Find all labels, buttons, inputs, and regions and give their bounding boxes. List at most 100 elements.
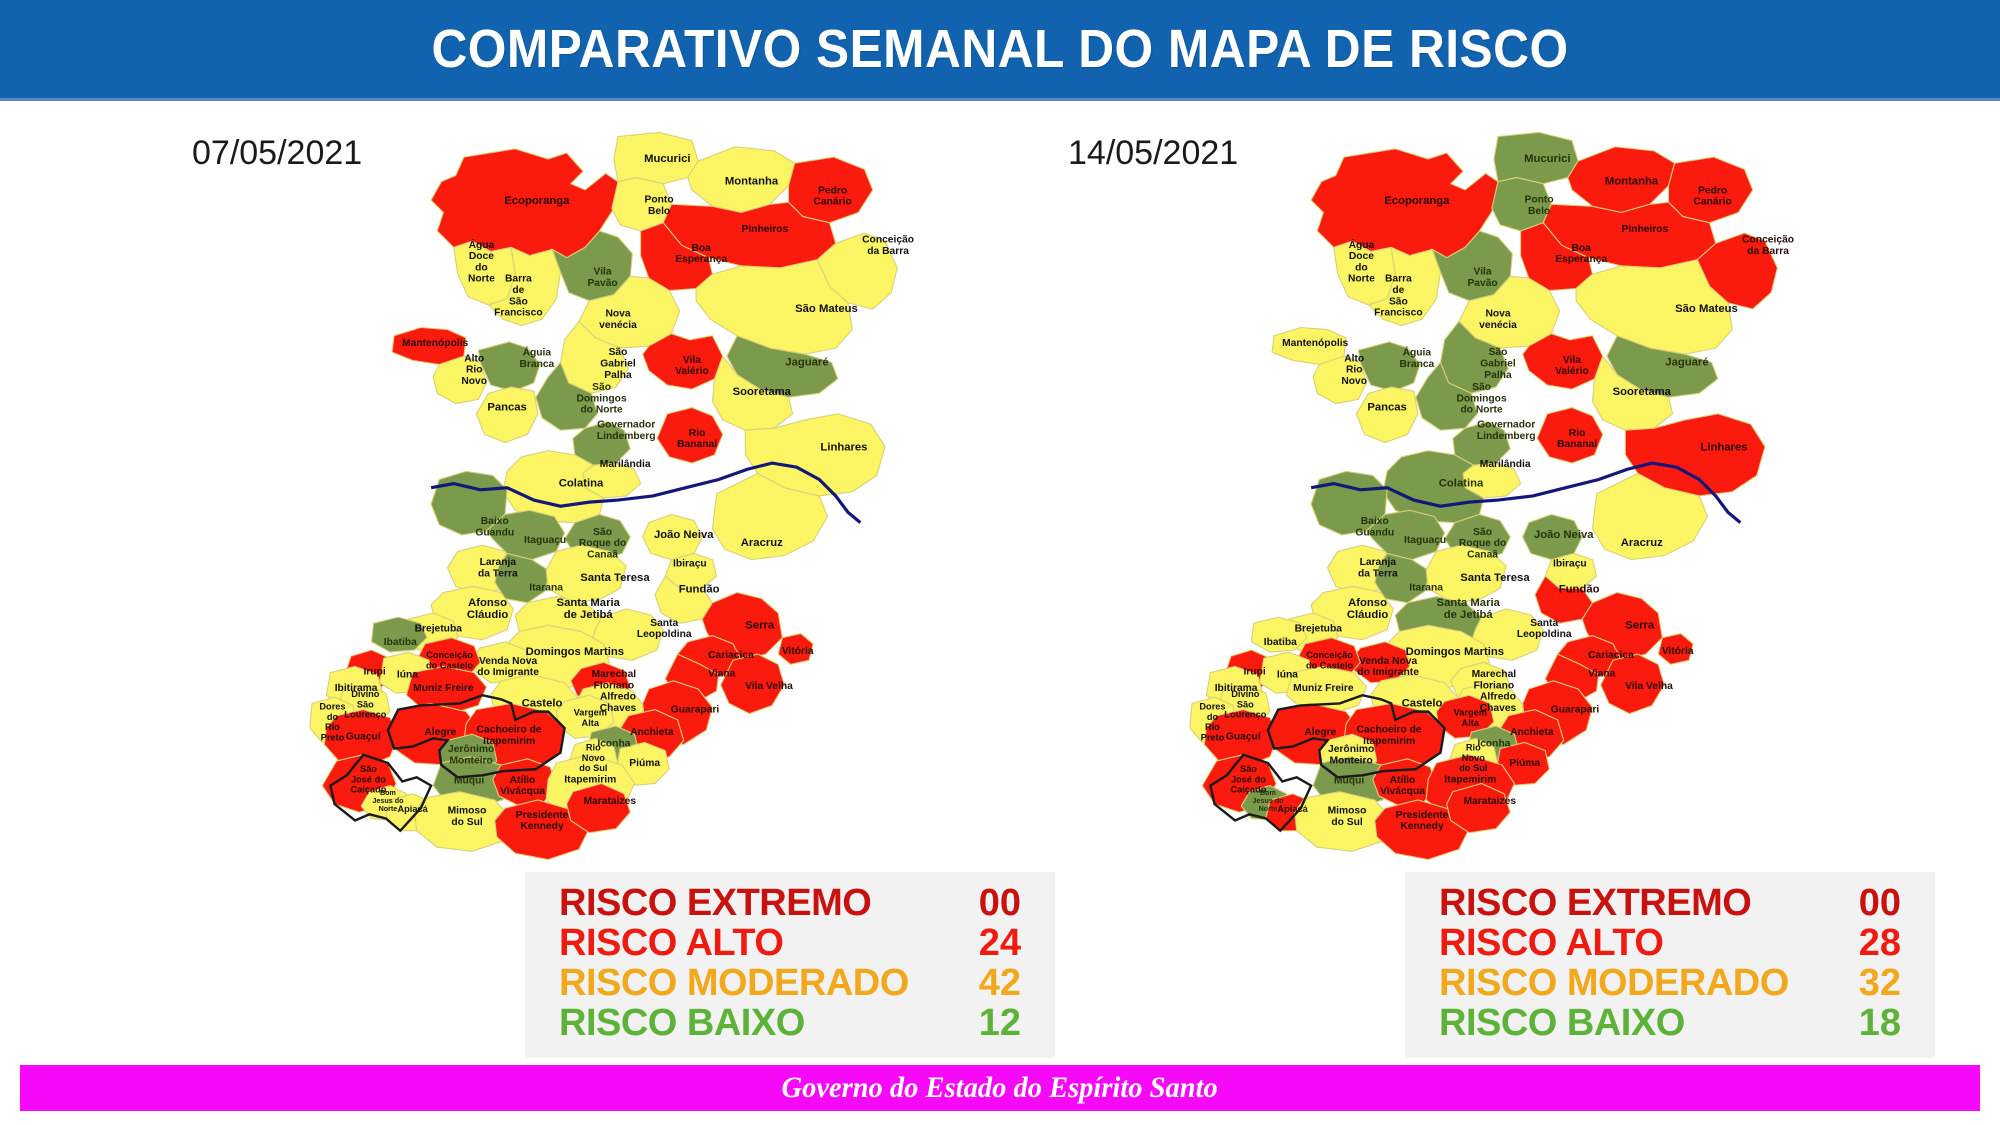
municipality-barra-de-sao-francisco[interactable] (489, 247, 561, 325)
map-label-line: Pinheiros (1621, 224, 1668, 235)
municipality-aguia-branca[interactable] (1358, 342, 1420, 391)
municipality-rio-bananal[interactable] (657, 408, 723, 463)
municipality-sao-gabriel-da-palha[interactable] (560, 321, 628, 393)
municipality-mucurici[interactable] (1494, 132, 1578, 183)
municipality-vitoria[interactable] (1658, 634, 1693, 665)
es-state-map: Mucurici Montanha Ponto Belo Pedro Canário Eco… (1058, 118, 1794, 878)
map-label-marilandia: Marilândia (600, 459, 651, 470)
map-label-line: Aracruz (741, 537, 783, 549)
municipality-marataizes[interactable] (1447, 784, 1511, 833)
map-label-line: Conceição (426, 651, 473, 661)
municipality-alto-rio-novo[interactable] (433, 356, 486, 403)
municipality-itaguacu[interactable] (487, 510, 565, 559)
legend-row-moderado: RISCO MODERADO 32 (1439, 963, 1901, 1004)
map-label-afonso-claudio: Afonso Cláudio (1347, 597, 1388, 621)
map-label-boa-esperanca: Boa Esperança (675, 243, 727, 265)
municipality-aracruz[interactable] (712, 473, 827, 559)
map-label-line: do Sul (1331, 817, 1363, 828)
map-label-line: Marilândia (600, 459, 651, 470)
municipality-mimoso-do-sul[interactable] (415, 792, 512, 852)
map-label-line: Rio (689, 428, 706, 439)
map-label-divino-de-sao-lourenco: Divino São Lourenço (344, 690, 386, 721)
map-label-line: São Mateus (795, 303, 858, 315)
map-label-montanha: Montanha (1605, 176, 1659, 188)
municipality-linhares[interactable] (745, 414, 885, 496)
municipality-pancas[interactable] (476, 387, 538, 442)
municipality-pancas[interactable] (1356, 387, 1418, 442)
map-label-line: Aracruz (1621, 537, 1663, 549)
municipality-label-layer: Mucurici Montanha Ponto Belo Pedro Canário Eco… (1199, 153, 1794, 832)
municipality-barra-de-sao-francisco[interactable] (1369, 247, 1441, 325)
municipality-jaguare[interactable] (727, 336, 838, 398)
municipality-vitoria[interactable] (778, 634, 813, 665)
municipality-sao-mateus[interactable] (696, 260, 852, 354)
municipality-ibatiba[interactable] (372, 617, 427, 652)
map-label-line: Jesus do (1252, 797, 1284, 805)
map-label-line: Serra (745, 619, 775, 631)
municipality-pedro-canario[interactable] (788, 157, 872, 223)
municipality-vila-velha[interactable] (1601, 654, 1665, 714)
map-label-line: do Norte (1460, 404, 1502, 415)
municipality-boa-esperanca[interactable] (641, 223, 713, 291)
legend-value: 12 (978, 1001, 1021, 1044)
municipality-pedro-canario[interactable] (1668, 157, 1752, 223)
municipality-presidente-kennedy[interactable] (1375, 800, 1469, 860)
map-label-line: São (609, 347, 628, 358)
municipality-aguia-branca[interactable] (478, 342, 540, 391)
map-label-line: Nova (1485, 308, 1510, 319)
map-label-line: Ibatiba (1264, 637, 1297, 648)
map-label-line: Pavão (587, 278, 617, 289)
municipality-sao-gabriel-da-palha[interactable] (1440, 321, 1508, 393)
risk-map-right[interactable]: Mucurici Montanha Ponto Belo Pedro Canário Eco… (1058, 118, 1938, 878)
map-label-line: Cachoeiro de (477, 724, 542, 735)
municipality-sao-domingos-do-norte[interactable] (536, 362, 598, 430)
map-label-line: Águia (523, 345, 552, 358)
map-label-line: Itapemirim (483, 736, 535, 747)
map-label-line: da Barra (867, 246, 909, 257)
municipality-santa-teresa[interactable] (546, 545, 626, 600)
map-label-iconha: Iconha (597, 738, 630, 749)
map-label-line: de Jetibá (564, 609, 614, 621)
municipality-alto-rio-novo[interactable] (1313, 356, 1366, 403)
municipality-marataizes[interactable] (567, 784, 631, 833)
municipality-mucurici[interactable] (614, 132, 698, 183)
municipality-santa-leopoldina[interactable] (1471, 609, 1543, 660)
municipality-aracruz[interactable] (1592, 473, 1707, 559)
map-label-marataizes: Marataizes (1464, 796, 1517, 807)
map-label-brejetuba: Brejetuba (415, 623, 463, 634)
map-label-line: Rio (586, 743, 601, 753)
map-label-line: Monteiro (449, 755, 492, 766)
municipality-vila-velha[interactable] (721, 654, 785, 714)
map-label-line: Ibatiba (384, 637, 417, 648)
legend-label: RISCO ALTO (559, 921, 784, 964)
municipality-sao-domingos-do-norte[interactable] (1416, 362, 1478, 430)
map-label-sooretama: Sooretama (733, 386, 792, 398)
municipality-santa-leopoldina[interactable] (591, 609, 663, 660)
municipality-santa-teresa[interactable] (1426, 545, 1506, 600)
map-label-line: da Terra (478, 568, 518, 579)
map-label-apiaca: Apiacá (1277, 805, 1308, 815)
map-label-line: do Norte (580, 404, 622, 415)
map-label-line: Rio (1346, 364, 1363, 375)
map-label-castelo: Castelo (522, 697, 563, 709)
municipality-rio-bananal[interactable] (1537, 408, 1603, 463)
municipality-mimoso-do-sul[interactable] (1295, 792, 1392, 852)
risk-map-left[interactable]: Mucurici Montanha Ponto Belo Pedro Canário Eco… (178, 118, 1058, 878)
map-label-pedro-canario: Pedro Canário (1694, 185, 1732, 207)
map-label-ibitirama: Ibitirama (335, 683, 378, 694)
municipality-sao-mateus[interactable] (1576, 260, 1732, 354)
municipality-jaguare[interactable] (1607, 336, 1718, 398)
map-label-santa-leopoldina: Santa Leopoldina (637, 618, 692, 640)
map-label-line: Alegre (424, 727, 456, 738)
map-label-line: Bom (1260, 789, 1276, 797)
municipality-itaguacu[interactable] (1367, 510, 1445, 559)
map-label-line: Santa Maria (1437, 597, 1501, 609)
municipality-ibatiba[interactable] (1252, 617, 1307, 652)
map-label-marataizes: Marataizes (584, 796, 637, 807)
municipality-linhares[interactable] (1625, 414, 1765, 496)
map-label-ecoporanga: Ecoporanga (504, 195, 570, 207)
municipality-boa-esperanca[interactable] (1521, 223, 1593, 291)
map-label-line: Cláudio (467, 609, 508, 621)
municipality-presidente-kennedy[interactable] (495, 800, 589, 860)
map-label-piuma: Piúma (629, 758, 660, 769)
